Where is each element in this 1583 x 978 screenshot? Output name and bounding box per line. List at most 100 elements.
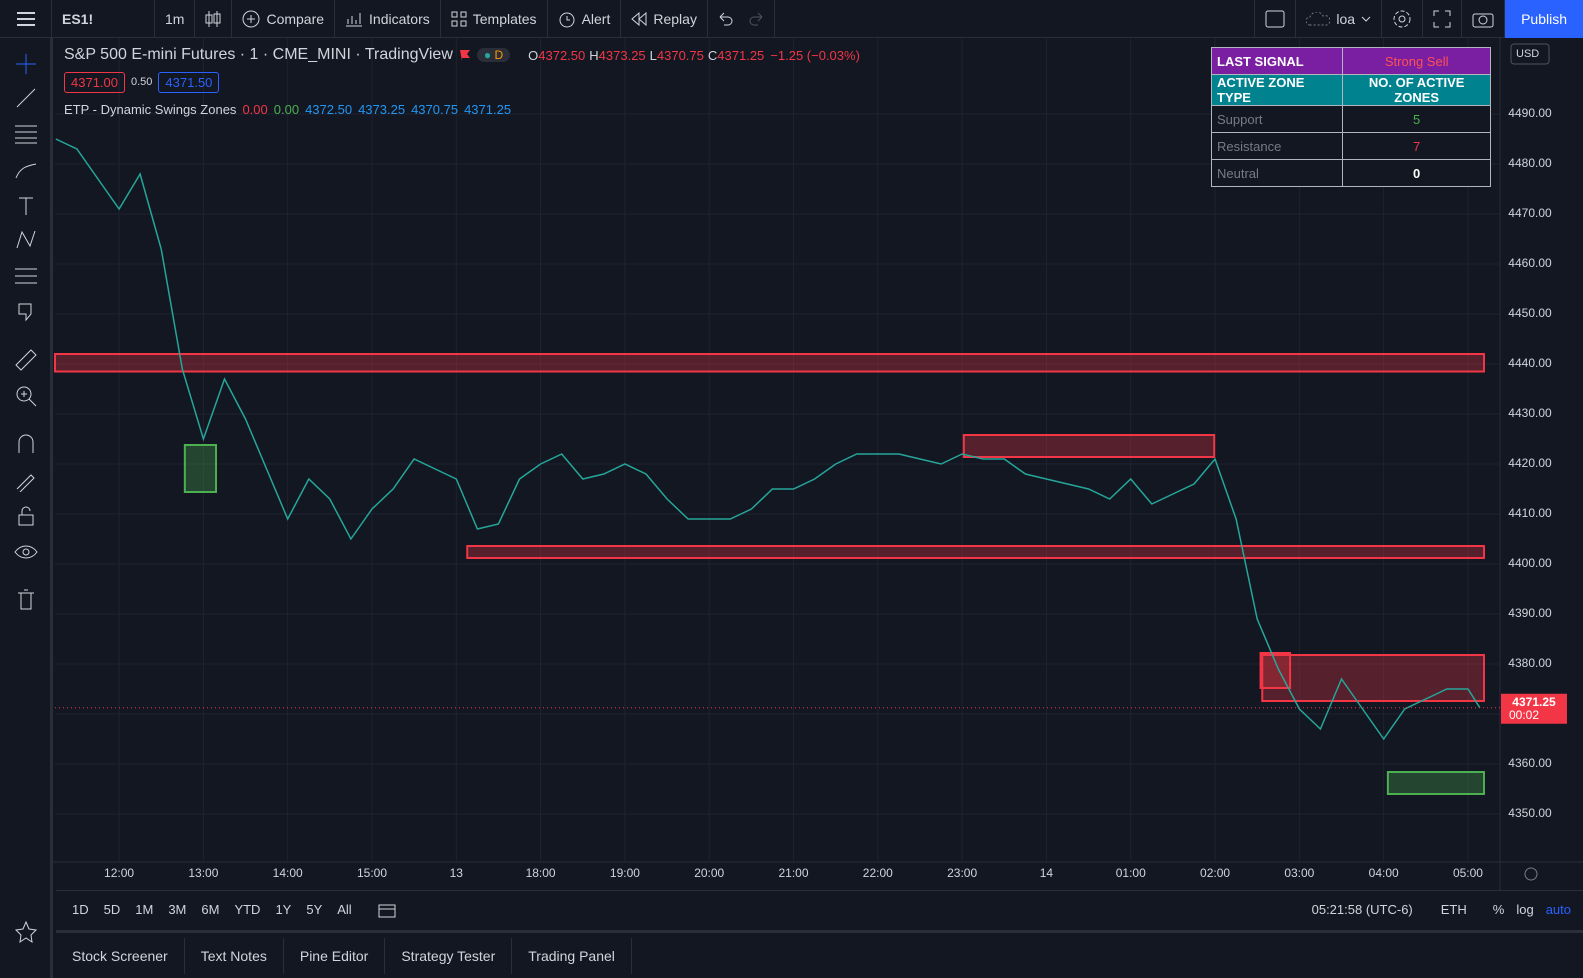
indicator-row: ETP - Dynamic Swings Zones 0.00 0.00 437…	[64, 98, 860, 120]
support-zone	[1386, 771, 1485, 795]
pattern-tool[interactable]	[14, 228, 38, 252]
label: Indicators	[369, 10, 430, 27]
indicator-value: 4371.25	[464, 101, 512, 117]
ruler-tool[interactable]	[14, 348, 38, 372]
table-cell: Strong Sell	[1342, 47, 1491, 75]
table-cell: 0	[1342, 159, 1491, 187]
visibility-tool[interactable]	[14, 540, 38, 564]
text-tool[interactable]	[14, 194, 38, 218]
y-tick-label: 4400.00	[1508, 556, 1552, 570]
brush-tool[interactable]	[14, 158, 38, 182]
table-cell: 7	[1342, 132, 1491, 160]
y-tick-label: 4460.00	[1508, 256, 1552, 270]
y-tick-label: 4450.00	[1508, 306, 1552, 320]
bid[interactable]: 4371.00	[64, 71, 125, 93]
goto-date[interactable]	[378, 902, 396, 918]
resistance-zone	[466, 545, 1485, 559]
symbol[interactable]: ES1!	[52, 0, 155, 38]
y-tick-label: 4470.00	[1508, 206, 1552, 220]
compare-button[interactable]: Compare	[232, 0, 336, 38]
y-tick-label: 4480.00	[1508, 156, 1552, 170]
ohlc-value: 4371.25	[717, 47, 765, 63]
resistance-zone	[54, 353, 1485, 373]
fib-tool[interactable]	[14, 122, 38, 146]
ohlc-value: 4372.50	[538, 47, 586, 63]
range-button[interactable]: 5D	[103, 902, 121, 917]
range-button[interactable]: All	[337, 902, 352, 917]
quote-row: 4371.00 0.50 4371.50	[64, 66, 860, 98]
range-button[interactable]: 5Y	[306, 902, 323, 917]
interval[interactable]: 1m	[155, 0, 196, 38]
tab[interactable]: Strategy Tester	[385, 937, 513, 974]
alert-button[interactable]: Alert	[548, 0, 622, 38]
x-tick-label: 18:00	[526, 866, 556, 880]
legend: S&P 500 E-mini Futures · 1 · CME_MINI · …	[64, 44, 860, 120]
range-button[interactable]: 1M	[135, 902, 154, 917]
range-button[interactable]: 3M	[168, 902, 187, 917]
drawing-toolbar	[0, 38, 53, 978]
signal-table: LAST SIGNAL Strong Sell ACTIVE ZONE TYPE N…	[1210, 47, 1491, 187]
series-title: S&P 500 E-mini Futures · 1 · CME_MINI · …	[64, 46, 453, 63]
select-button[interactable]	[1254, 0, 1297, 38]
x-tick-label: 14	[1040, 866, 1054, 880]
support-zone	[183, 444, 218, 493]
symbol-row: S&P 500 E-mini Futures · 1 · CME_MINI · …	[64, 44, 860, 66]
tab[interactable]: Text Notes	[185, 937, 284, 974]
range-button[interactable]: YTD	[234, 902, 261, 917]
y-tick-label: 4430.00	[1508, 406, 1552, 420]
table-cell: Support	[1210, 105, 1344, 133]
layout-button[interactable]: loa	[1296, 0, 1383, 38]
label: Compare	[266, 10, 325, 27]
delete-tool[interactable]	[14, 588, 38, 612]
x-tick-label: 14:00	[273, 866, 303, 880]
ohlc-value: 4373.25	[598, 47, 646, 63]
resistance-zone	[1261, 654, 1485, 702]
indicator-name: ETP - Dynamic Swings Zones	[64, 101, 237, 117]
fullscreen-button[interactable]	[1423, 0, 1463, 38]
prediction-tool[interactable]	[14, 264, 38, 288]
publish-button[interactable]: Publish	[1505, 0, 1583, 38]
range-button[interactable]: 1Y	[275, 902, 292, 917]
tab[interactable]: Trading Panel	[512, 937, 632, 974]
lock-drawing-tool[interactable]	[14, 468, 38, 492]
ohlc-value: 4370.75	[656, 47, 704, 63]
bottom-tabs: Stock Screener Text Notes Pine Editor Strat…	[56, 930, 1583, 978]
undo-redo[interactable]	[708, 0, 775, 38]
ohlc-change: −1.25 (−0.03%)	[770, 47, 860, 63]
templates-button[interactable]: Templates	[441, 0, 548, 38]
icon-tool[interactable]	[14, 300, 38, 324]
crosshair-tool[interactable]	[14, 52, 38, 76]
zoom-tool[interactable]	[14, 384, 38, 408]
trendline-tool[interactable]	[14, 86, 38, 110]
tab[interactable]: Stock Screener	[56, 937, 185, 974]
percent-toggle[interactable]: %	[1492, 902, 1505, 917]
x-tick-label: 04:00	[1369, 866, 1399, 880]
range-button[interactable]: 6M	[201, 902, 220, 917]
x-tick-label: 03:00	[1284, 866, 1314, 880]
magnet-tool[interactable]	[14, 432, 38, 456]
replay-button[interactable]: Replay	[621, 0, 708, 38]
table-cell: LAST SIGNAL	[1210, 47, 1344, 75]
chart-style[interactable]	[195, 0, 233, 38]
auto-toggle[interactable]: auto	[1545, 902, 1571, 917]
indicators-button[interactable]: Indicators	[335, 0, 441, 38]
countdown-label: 00:02	[1509, 708, 1539, 722]
settings-button[interactable]	[1382, 0, 1424, 38]
session[interactable]: ETH	[1440, 902, 1467, 917]
log-toggle[interactable]: log	[1516, 902, 1534, 917]
snapshot-button[interactable]	[1462, 0, 1506, 38]
favorites-tool[interactable]	[14, 920, 38, 944]
range-button[interactable]: 1D	[72, 902, 89, 917]
ask[interactable]: 4371.50	[158, 71, 220, 93]
table-cell: 5	[1342, 105, 1491, 133]
lock-tool[interactable]	[14, 504, 38, 528]
label: Replay	[653, 10, 697, 27]
menu-button[interactable]	[0, 0, 52, 38]
flag	[459, 50, 470, 61]
tab[interactable]: Pine Editor	[284, 937, 386, 974]
x-tick-label: 23:00	[947, 866, 977, 880]
bottom-toolbar: 1D 5D 1M 3M 6M YTD 1Y 5Y All 05:21:58 (UTC-6) ET…	[56, 890, 1583, 928]
y-tick-label: 4360.00	[1508, 756, 1552, 770]
axis-settings	[1524, 867, 1538, 881]
